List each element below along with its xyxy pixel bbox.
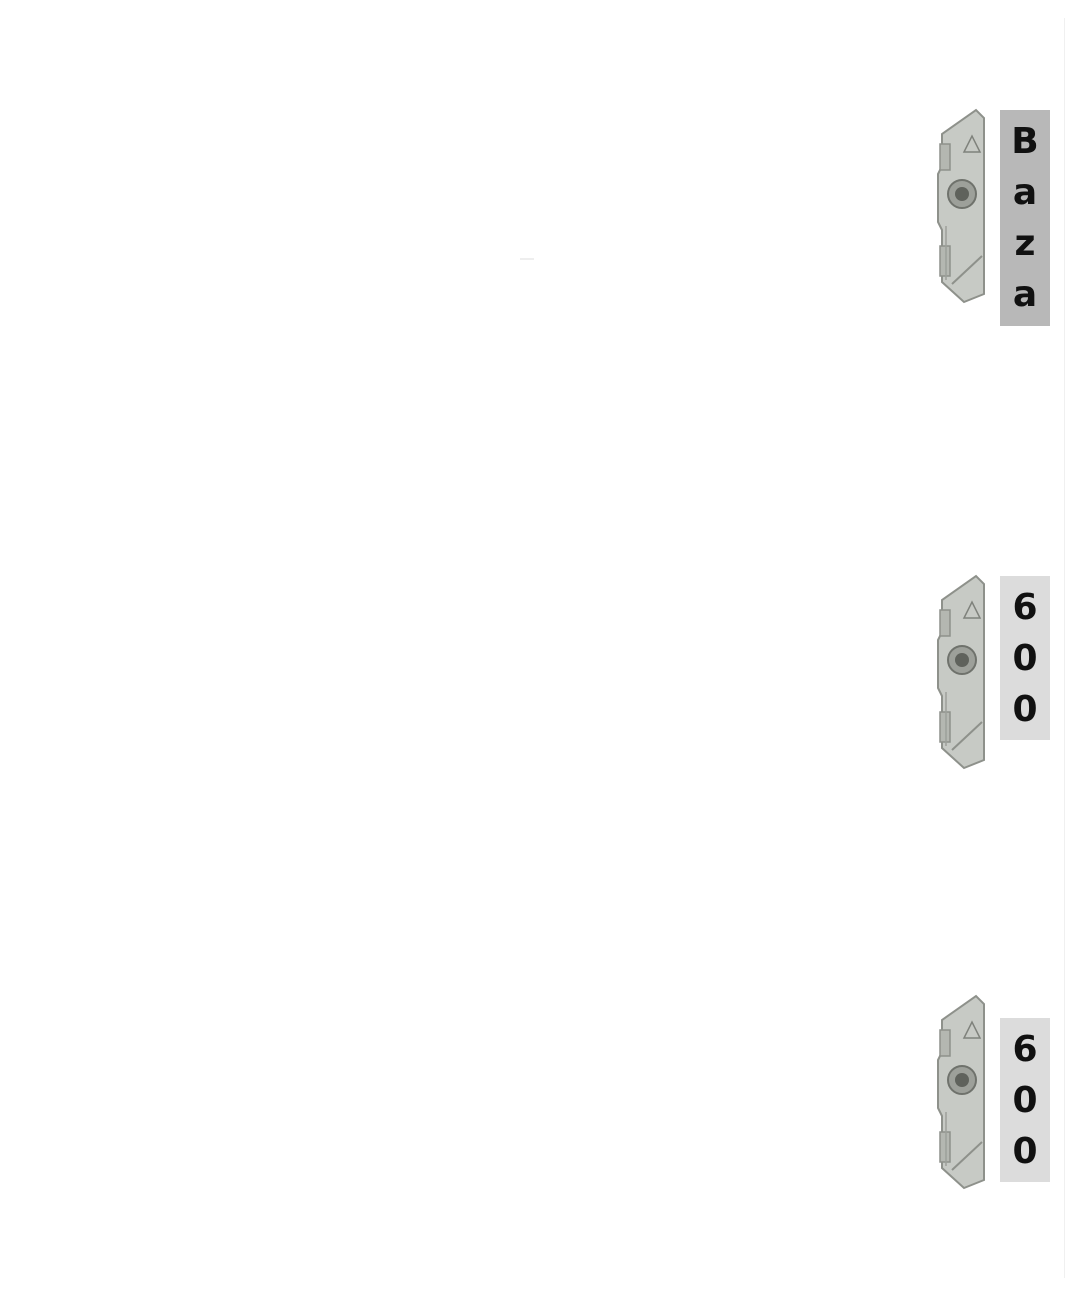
label-char: 0 bbox=[1012, 688, 1038, 730]
label-char: B bbox=[1011, 121, 1039, 162]
window-keeper-icon bbox=[928, 990, 990, 1190]
label-char: 6 bbox=[1012, 586, 1038, 628]
label-char: a bbox=[1012, 172, 1038, 213]
keeper-label-baza: B a z a bbox=[1000, 110, 1050, 326]
label-char: 0 bbox=[1012, 1079, 1038, 1121]
label-char: 6 bbox=[1012, 1028, 1038, 1070]
keeper-label-600: 6 0 0 bbox=[1000, 576, 1050, 740]
window-keeper-icon bbox=[928, 570, 990, 770]
speck bbox=[520, 258, 534, 260]
frame-edge bbox=[1064, 18, 1069, 1278]
window-keeper-icon bbox=[928, 104, 990, 304]
label-char: 0 bbox=[1012, 637, 1038, 679]
label-char: a bbox=[1012, 274, 1038, 315]
label-char: z bbox=[1014, 223, 1036, 264]
keeper-label-600: 6 0 0 bbox=[1000, 1018, 1050, 1182]
label-char: 0 bbox=[1012, 1130, 1038, 1172]
